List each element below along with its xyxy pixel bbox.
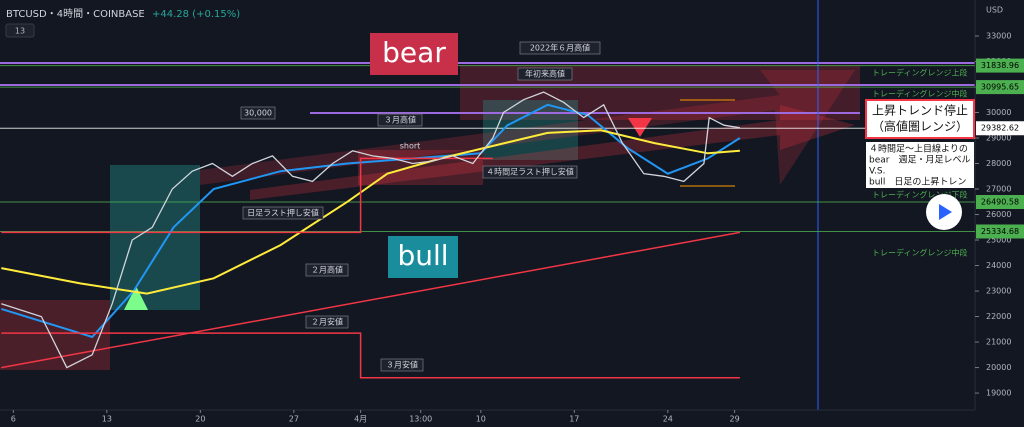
note: 上昇トレンド停止 [872,103,968,118]
note: （高値圏レンジ） [872,119,968,134]
level-label: 31838.96 [981,61,1019,70]
y-tick-label: 21000 [986,338,1011,347]
price-line [1,91,741,369]
y-tick-label: 20000 [986,363,1011,372]
annotation: 30,000 [244,109,272,118]
range-label: トレーディングレンジ中段 [872,248,967,258]
overlay-line [1,157,493,234]
header: BTCUSD・4時間・COINBASE +44.28 (+0.15%) 13 U… [5,6,1003,38]
annotation: ３月高値 [384,115,416,125]
x-tick-label: 4月 [354,415,367,424]
plot [0,65,975,379]
annotation: bull [397,239,448,272]
label-box [517,67,573,81]
x-tick-label: 6 [11,415,16,424]
annotation: ２月高値 [311,265,343,275]
note: bull 日足の上昇トレン [869,177,966,188]
level-label: 26490.58 [981,198,1019,207]
label-box [377,113,423,127]
level-badge [976,121,1024,136]
level-label: 25334.68 [981,227,1019,236]
triangle [124,286,148,310]
zone [110,165,200,310]
note: V.S. [869,167,885,177]
indicator-toggle[interactable] [5,23,35,38]
level-badge [976,224,1024,239]
label-box [305,263,349,277]
play-icon [939,204,952,220]
x-tick-label: 17 [569,415,579,424]
overlay-line [1,129,740,295]
note: ４時間足〜上目線よりの [869,143,968,155]
y-tick-label: 25000 [986,236,1011,245]
x-tick-label: 20 [195,415,205,424]
annotation: ３月安値 [386,360,418,370]
change: +44.28 (+0.15%) [152,9,240,20]
note: bear 週足・月足レベル [869,155,970,166]
x-tick-label: 13 [102,415,112,424]
y-tick-label: 24000 [986,261,1011,270]
range-label: トレーディングレンジ上段 [872,68,967,78]
annotation: 日足ラスト押し安値 [247,208,319,218]
label-box [240,106,276,120]
shapes [0,0,976,411]
y-tick-label: 33000 [986,31,1011,40]
bear-box [370,33,458,75]
label-box [519,41,601,55]
range-label: トレーディングレンジ中段 [872,89,967,99]
level-badge [976,195,1024,210]
symbol: BTCUSD・4時間・COINBASE [6,8,145,20]
overlay-line [1,231,741,369]
annotation: ２月安値 [311,317,343,327]
arrow [200,70,855,185]
level-badge [976,58,1024,73]
zone [483,100,578,160]
annotation: short [400,142,421,151]
x-tick-label: 27 [289,415,299,424]
level-badge [976,80,1024,95]
annotation: bear [382,36,446,69]
y-tick-label: 23000 [986,287,1011,296]
x-tick-label: 24 [663,415,673,424]
x-tick-label: 29 [729,415,739,424]
currency: USD [986,6,1003,15]
label-box [242,206,324,220]
note-box [865,99,975,139]
level-label: 29382.62 [981,124,1019,133]
y-tick-label: 19000 [986,389,1011,398]
x-tick-label: 10 [476,415,486,424]
annotation: 2022年６月高値 [530,43,590,53]
y-tick-label: 30000 [986,108,1011,117]
x-tick-label: 13:00 [409,415,432,424]
label-box [380,358,424,372]
overlay-line [1,332,740,379]
y-tick-label: 26000 [986,210,1011,219]
annotations: bear bull 2022年６月高値 年初来高値 30,000 ３月高値 sh… [240,33,975,372]
level-label: 30995.65 [981,83,1019,92]
note-box [866,142,974,188]
range-label: トレーディングレンジ下段 [872,190,967,200]
y-tick-label: 22000 [986,312,1011,321]
y-tick-label: 28000 [986,159,1011,168]
arrow [250,105,855,200]
label-box [482,165,578,179]
annotation: 年初来高値 [525,69,565,79]
label-box [305,315,349,329]
triangle [628,118,652,137]
y-tick-label: 27000 [986,185,1011,194]
y-tick-label: 29000 [986,133,1011,142]
annotation: ４時間足ラスト押し安値 [486,167,574,177]
indicator-count: 13 [15,27,25,36]
bull-box [388,236,458,278]
